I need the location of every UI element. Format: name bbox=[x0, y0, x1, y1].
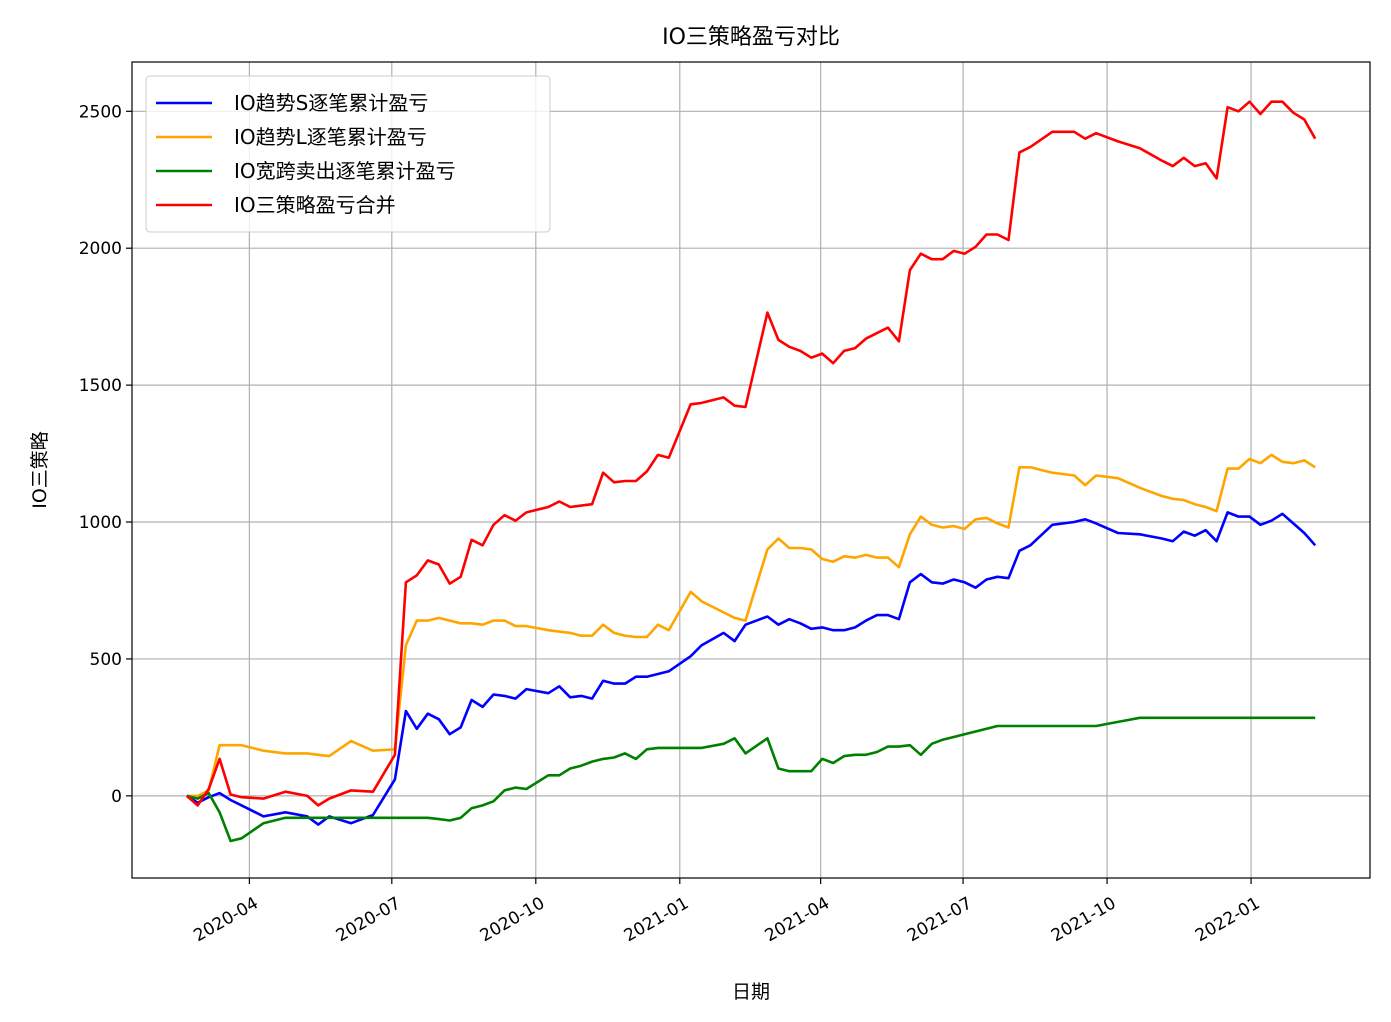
legend-box bbox=[145, 75, 551, 233]
series-line bbox=[186, 511, 1317, 826]
x-tick-label: 2021-04 bbox=[762, 893, 834, 946]
series-line bbox=[185, 100, 1317, 807]
y-tick-label: 0 bbox=[111, 787, 122, 807]
y-tick-label: 2500 bbox=[79, 102, 122, 122]
y-tick-label: 2000 bbox=[79, 239, 122, 259]
x-tick-label: 2022-01 bbox=[1192, 893, 1264, 946]
x-tick-label: 2020-10 bbox=[477, 893, 549, 946]
x-tick-label: 2021-07 bbox=[904, 893, 976, 946]
y-tick-label: 1500 bbox=[79, 376, 122, 396]
y-axis-label: IO三策略 bbox=[29, 431, 51, 509]
x-axis-label: 日期 bbox=[732, 981, 770, 1003]
series-line bbox=[186, 453, 1316, 798]
x-tick-label: 2021-10 bbox=[1048, 893, 1120, 946]
legend-label: IO宽跨卖出逐笔累计盈亏 bbox=[234, 159, 456, 183]
legend-label: IO趋势S逐笔累计盈亏 bbox=[234, 91, 428, 115]
chart-title: IO三策略盈亏对比 bbox=[662, 25, 840, 50]
y-tick-label: 500 bbox=[90, 650, 122, 670]
x-tick-label: 2021-01 bbox=[621, 893, 693, 946]
y-tick-label: 1000 bbox=[79, 513, 122, 533]
legend-label: IO趋势L逐笔累计盈亏 bbox=[234, 125, 427, 149]
x-tick-label: 2020-07 bbox=[333, 893, 405, 946]
legend-label: IO三策略盈亏合并 bbox=[234, 193, 396, 217]
series-line bbox=[186, 716, 1316, 843]
plot-frame bbox=[131, 61, 1371, 879]
x-tick-label: 2020-04 bbox=[190, 893, 262, 946]
